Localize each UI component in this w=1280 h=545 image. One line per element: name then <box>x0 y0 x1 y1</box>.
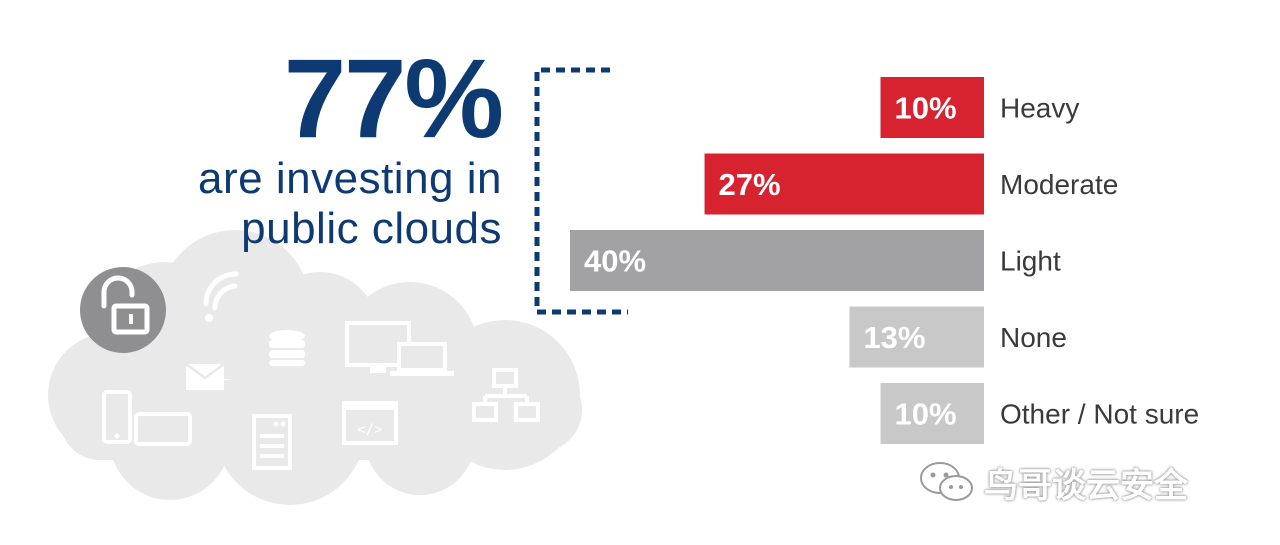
bar-value-label: 10% <box>895 91 957 126</box>
category-label: Other / Not sure <box>1000 399 1199 430</box>
bar-other-not-sure <box>880 383 984 444</box>
bar-value-label: 13% <box>863 320 925 355</box>
category-label: Heavy <box>1000 93 1079 124</box>
cloud-illustration: </> <box>48 230 582 505</box>
category-label: Light <box>1000 246 1061 277</box>
watermark: 鸟哥谈云安全 <box>918 460 1188 506</box>
code-window-icon: </> <box>342 401 398 445</box>
bar-moderate <box>704 153 984 215</box>
watermark-text: 鸟哥谈云安全 <box>984 465 1188 506</box>
unlock-icon <box>80 267 166 353</box>
bar-value-label: 27% <box>719 167 781 202</box>
wechat-icon <box>920 462 973 501</box>
database-icon <box>269 330 305 366</box>
category-label: Moderate <box>1000 169 1118 200</box>
bar-value-label: 40% <box>584 244 646 279</box>
network-icon <box>472 368 540 422</box>
headline-line-2: public clouds <box>241 204 502 253</box>
headline-block: 77% are investing in public clouds <box>198 36 504 254</box>
phone-icon <box>102 390 132 444</box>
group-bracket <box>534 67 628 315</box>
bar-value-label: 10% <box>895 397 957 432</box>
laptop-icon <box>390 342 454 376</box>
wifi-icon <box>203 271 239 322</box>
bar-heavy <box>880 77 984 138</box>
mail-icon <box>185 362 225 390</box>
headline-stat: 77% <box>283 36 504 161</box>
headline-line-1: are investing in <box>198 154 502 203</box>
bar-none <box>849 306 984 368</box>
tablet-icon <box>134 412 192 446</box>
bar-light <box>570 230 984 291</box>
svg-text:</>: </> <box>357 422 382 438</box>
server-icon <box>252 414 292 470</box>
category-label: None <box>1000 322 1067 353</box>
